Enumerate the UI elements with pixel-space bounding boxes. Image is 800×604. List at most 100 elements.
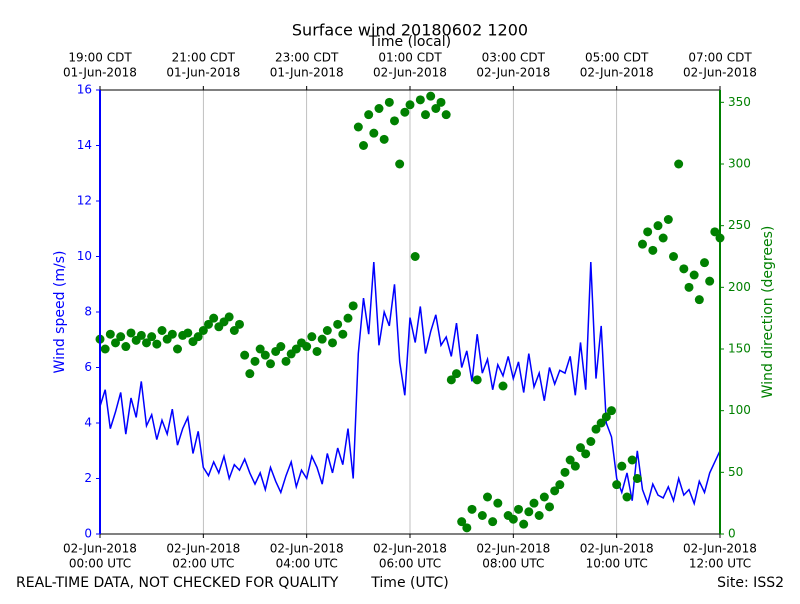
direction-point bbox=[684, 282, 694, 292]
y-tick-label: 2 bbox=[84, 471, 92, 485]
direction-point bbox=[700, 258, 709, 268]
direction-point bbox=[586, 437, 596, 446]
direction-point bbox=[235, 319, 244, 329]
direction-point bbox=[260, 350, 270, 360]
direction-point bbox=[204, 319, 213, 329]
direction-point bbox=[240, 350, 250, 360]
direction-point bbox=[581, 449, 591, 459]
direction-point bbox=[157, 326, 167, 335]
direction-point bbox=[669, 252, 678, 261]
direction-point bbox=[152, 339, 162, 349]
x-tick-label: 02-Jun-2018 bbox=[270, 542, 344, 556]
direction-point bbox=[446, 375, 456, 385]
direction-point bbox=[302, 342, 312, 352]
direction-point bbox=[400, 107, 410, 117]
x2-tick-label: 02-Jun-2018 bbox=[683, 66, 757, 80]
y-tick-label: 0 bbox=[84, 527, 92, 541]
direction-point bbox=[431, 104, 441, 113]
direction-point bbox=[384, 97, 394, 107]
direction-point bbox=[596, 418, 606, 428]
direction-point bbox=[369, 128, 379, 138]
direction-point bbox=[353, 122, 363, 132]
y2-tick-label: 100 bbox=[728, 403, 751, 417]
direction-point bbox=[441, 110, 451, 120]
x-axis-label: Time (UTC) bbox=[370, 575, 448, 591]
direction-point bbox=[508, 514, 518, 524]
direction-point bbox=[281, 356, 291, 366]
x2-tick-label: 01:00 CDT bbox=[378, 51, 442, 65]
direction-point bbox=[591, 424, 601, 434]
direction-point bbox=[555, 480, 565, 490]
y-tick-label: 8 bbox=[84, 305, 92, 319]
direction-point bbox=[410, 252, 420, 261]
x2-tick-label: 01-Jun-2018 bbox=[270, 66, 344, 80]
y2-axis-label: Wind direction (degrees) bbox=[760, 226, 776, 399]
direction-point bbox=[276, 342, 286, 352]
x-tick-label: 02-Jun-2018 bbox=[580, 542, 654, 556]
direction-point bbox=[421, 110, 430, 120]
direction-point bbox=[617, 461, 627, 471]
y2-tick-label: 50 bbox=[728, 465, 743, 479]
direction-point bbox=[519, 519, 529, 529]
direction-point bbox=[415, 95, 425, 105]
footer-left: REAL-TIME DATA, NOT CHECKED FOR QUALITY bbox=[16, 575, 339, 591]
direction-point bbox=[472, 375, 482, 385]
y-tick-label: 12 bbox=[77, 194, 92, 208]
x2-tick-label: 02-Jun-2018 bbox=[580, 66, 654, 80]
y-tick-label: 10 bbox=[77, 249, 92, 263]
x2-tick-label: 07:00 CDT bbox=[688, 51, 752, 65]
direction-point bbox=[142, 338, 151, 348]
direction-point bbox=[488, 517, 498, 527]
direction-point bbox=[343, 313, 353, 323]
direction-point bbox=[198, 326, 208, 335]
direction-point bbox=[545, 502, 554, 512]
direction-point bbox=[622, 492, 632, 502]
x2-tick-label: 01-Jun-2018 bbox=[166, 66, 240, 80]
x-tick-label: 08:00 UTC bbox=[482, 557, 544, 571]
y-tick-label: 6 bbox=[84, 360, 92, 374]
direction-point bbox=[105, 329, 115, 339]
direction-point bbox=[705, 276, 715, 286]
direction-point bbox=[374, 104, 384, 113]
direction-point bbox=[457, 517, 467, 527]
direction-point bbox=[483, 492, 492, 502]
y2-tick-label: 200 bbox=[728, 280, 751, 294]
direction-point bbox=[653, 221, 663, 231]
direction-point bbox=[193, 332, 203, 342]
direction-point bbox=[121, 342, 131, 352]
direction-point bbox=[462, 523, 472, 533]
x-tick-label: 02-Jun-2018 bbox=[476, 542, 550, 556]
direction-point bbox=[209, 313, 219, 323]
direction-point bbox=[565, 455, 575, 465]
direction-point bbox=[405, 100, 415, 110]
top-axis-label: Time (local) bbox=[368, 34, 451, 50]
y-axis-label: Wind speed (m/s) bbox=[52, 251, 68, 374]
direction-point bbox=[674, 159, 684, 169]
direction-point bbox=[612, 480, 622, 490]
direction-point bbox=[100, 344, 110, 354]
x-tick-label: 02-Jun-2018 bbox=[63, 542, 137, 556]
direction-point bbox=[570, 461, 580, 471]
x-tick-label: 02-Jun-2018 bbox=[166, 542, 240, 556]
x-tick-label: 02:00 UTC bbox=[172, 557, 234, 571]
direction-point bbox=[395, 159, 405, 169]
direction-point bbox=[328, 338, 337, 348]
direction-point bbox=[250, 356, 260, 366]
speed-line bbox=[99, 261, 721, 507]
direction-point bbox=[638, 239, 647, 249]
y2-tick-label: 250 bbox=[728, 218, 751, 232]
x-tick-label: 12:00 UTC bbox=[689, 557, 751, 571]
x2-tick-label: 21:00 CDT bbox=[172, 51, 236, 65]
direction-point bbox=[167, 329, 177, 339]
y-tick-label: 14 bbox=[77, 138, 92, 152]
direction-point bbox=[359, 141, 368, 150]
direction-point bbox=[534, 511, 544, 520]
y2-tick-label: 150 bbox=[728, 342, 751, 356]
direction-point bbox=[338, 329, 348, 339]
direction-point bbox=[694, 295, 704, 305]
direction-point bbox=[524, 507, 534, 517]
direction-point bbox=[576, 443, 585, 453]
direction-point bbox=[136, 330, 146, 340]
direction-point bbox=[333, 319, 343, 329]
